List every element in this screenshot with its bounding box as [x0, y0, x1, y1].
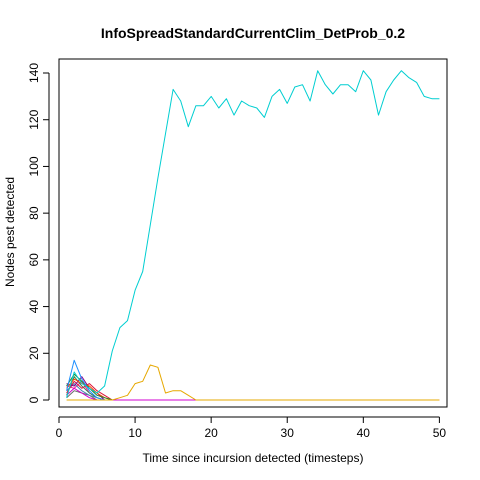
y-tick-label: 80	[27, 206, 41, 220]
x-tick-label: 20	[204, 426, 218, 440]
series-line-1	[66, 70, 440, 398]
x-tick-label: 0	[56, 426, 63, 440]
y-tick-label: 100	[27, 156, 41, 176]
y-tick-label: 20	[27, 346, 41, 360]
plot-frame	[58, 58, 448, 408]
series-line-2	[66, 364, 440, 401]
x-axis-label: Time since incursion detected (timesteps…	[143, 451, 364, 465]
series-line-8	[66, 380, 113, 401]
plot-area	[66, 70, 440, 401]
y-axis-label: Nodes pest detected	[3, 177, 17, 287]
series-line-3	[66, 387, 440, 401]
x-tick-label: 40	[357, 426, 371, 440]
chart-title: InfoSpreadStandardCurrentClim_DetProb_0.…	[101, 25, 405, 41]
axes: 0 10 20 30 40 50 0 20 40 60 80 100 120 140	[27, 58, 448, 440]
y-tick-label: 60	[27, 253, 41, 267]
y-tick-label: 140	[27, 63, 41, 83]
y-tick-label: 40	[27, 300, 41, 314]
x-tick-label: 10	[128, 426, 142, 440]
x-tick-label: 30	[281, 426, 295, 440]
y-tick-label: 120	[27, 109, 41, 129]
y-tick-label: 0	[27, 396, 41, 403]
x-tick-label: 50	[433, 426, 447, 440]
